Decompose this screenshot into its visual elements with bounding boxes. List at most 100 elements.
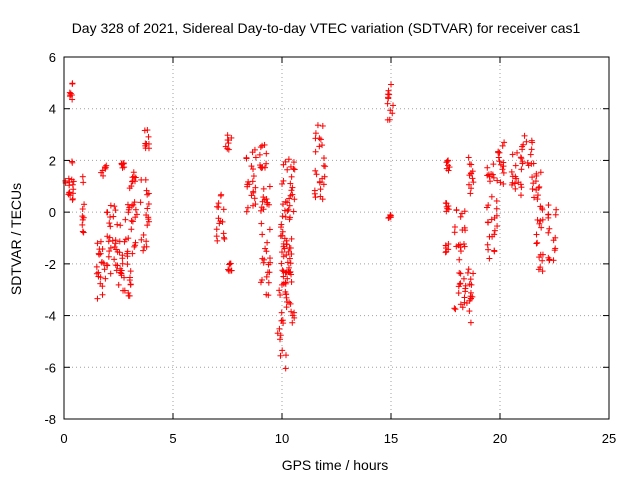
data-point bbox=[93, 263, 100, 270]
data-point bbox=[466, 297, 473, 304]
data-point bbox=[384, 91, 391, 98]
data-point bbox=[533, 231, 540, 238]
data-point bbox=[251, 195, 258, 202]
data-point bbox=[385, 87, 392, 94]
data-point bbox=[497, 179, 504, 186]
data-point bbox=[535, 266, 542, 273]
data-point bbox=[536, 183, 543, 190]
data-point bbox=[109, 237, 116, 244]
data-point bbox=[518, 155, 525, 162]
data-point bbox=[130, 173, 137, 180]
data-point bbox=[288, 187, 295, 194]
data-point bbox=[265, 292, 272, 299]
data-point bbox=[138, 236, 145, 243]
data-point bbox=[121, 274, 128, 281]
data-point bbox=[69, 159, 76, 166]
data-point bbox=[529, 174, 536, 181]
data-point bbox=[456, 281, 463, 288]
data-point bbox=[488, 193, 495, 200]
data-point bbox=[468, 185, 475, 192]
data-point bbox=[119, 255, 126, 262]
data-point bbox=[117, 222, 124, 229]
data-point bbox=[287, 180, 294, 187]
data-point bbox=[252, 154, 259, 161]
data-point bbox=[279, 228, 286, 235]
data-point bbox=[312, 194, 319, 201]
data-point bbox=[263, 273, 270, 280]
data-point bbox=[521, 132, 528, 139]
data-point bbox=[460, 240, 467, 247]
data-point bbox=[145, 201, 152, 208]
data-point bbox=[106, 234, 113, 241]
data-point bbox=[311, 190, 318, 197]
data-point bbox=[260, 259, 267, 266]
data-point bbox=[103, 162, 110, 169]
data-point bbox=[384, 100, 391, 107]
data-point bbox=[458, 210, 465, 217]
data-point bbox=[266, 183, 273, 190]
data-point bbox=[281, 207, 288, 214]
x-tick-label: 20 bbox=[493, 431, 507, 446]
data-point bbox=[96, 246, 103, 253]
data-point bbox=[456, 269, 463, 276]
data-point bbox=[287, 163, 294, 170]
x-tick-label: 0 bbox=[60, 431, 67, 446]
data-point bbox=[115, 281, 122, 288]
data-point bbox=[263, 248, 270, 255]
axis-ticks: 0 5 10 15 20 25 -8 -6 -4 -2 0 2 4 6 bbox=[44, 50, 616, 446]
data-point bbox=[319, 122, 326, 129]
data-point bbox=[461, 224, 468, 231]
data-point bbox=[98, 259, 105, 266]
data-point bbox=[280, 201, 287, 208]
y-tick-label: -2 bbox=[44, 257, 56, 272]
data-point bbox=[462, 288, 469, 295]
data-point bbox=[495, 149, 502, 156]
data-point bbox=[512, 162, 519, 169]
data-point bbox=[107, 223, 114, 230]
data-point bbox=[286, 255, 293, 262]
data-point bbox=[140, 247, 147, 254]
data-point bbox=[467, 289, 474, 296]
data-point bbox=[467, 319, 474, 326]
data-point bbox=[527, 151, 534, 158]
y-tick-label: 2 bbox=[49, 153, 56, 168]
y-tick-label: 6 bbox=[49, 50, 56, 65]
data-point bbox=[79, 216, 86, 223]
data-point bbox=[320, 181, 327, 188]
data-point bbox=[144, 127, 151, 134]
data-point bbox=[265, 279, 272, 286]
data-point bbox=[493, 197, 500, 204]
data-point bbox=[312, 130, 319, 137]
x-tick-label: 5 bbox=[169, 431, 176, 446]
data-point bbox=[484, 164, 491, 171]
data-point bbox=[79, 206, 86, 213]
data-point bbox=[132, 242, 139, 249]
data-point bbox=[116, 238, 123, 245]
data-point bbox=[283, 269, 290, 276]
data-point bbox=[279, 347, 286, 354]
data-point bbox=[225, 266, 232, 273]
data-point bbox=[523, 138, 530, 145]
data-point bbox=[290, 208, 297, 215]
data-point bbox=[107, 202, 114, 209]
data-point bbox=[105, 238, 112, 245]
data-point bbox=[280, 253, 287, 260]
x-tick-label: 10 bbox=[275, 431, 289, 446]
data-point bbox=[274, 330, 281, 337]
data-point bbox=[321, 173, 328, 180]
data-point bbox=[528, 137, 535, 144]
data-point bbox=[93, 270, 100, 277]
data-point bbox=[285, 156, 292, 163]
data-point bbox=[546, 256, 553, 263]
data-point bbox=[313, 171, 320, 178]
data-point bbox=[145, 218, 152, 225]
data-point bbox=[319, 196, 326, 203]
data-point bbox=[509, 179, 516, 186]
data-point bbox=[225, 137, 232, 144]
data-point bbox=[451, 229, 458, 236]
data-point bbox=[259, 198, 266, 205]
data-point bbox=[279, 267, 286, 274]
data-point bbox=[532, 178, 539, 185]
data-point bbox=[69, 181, 76, 188]
